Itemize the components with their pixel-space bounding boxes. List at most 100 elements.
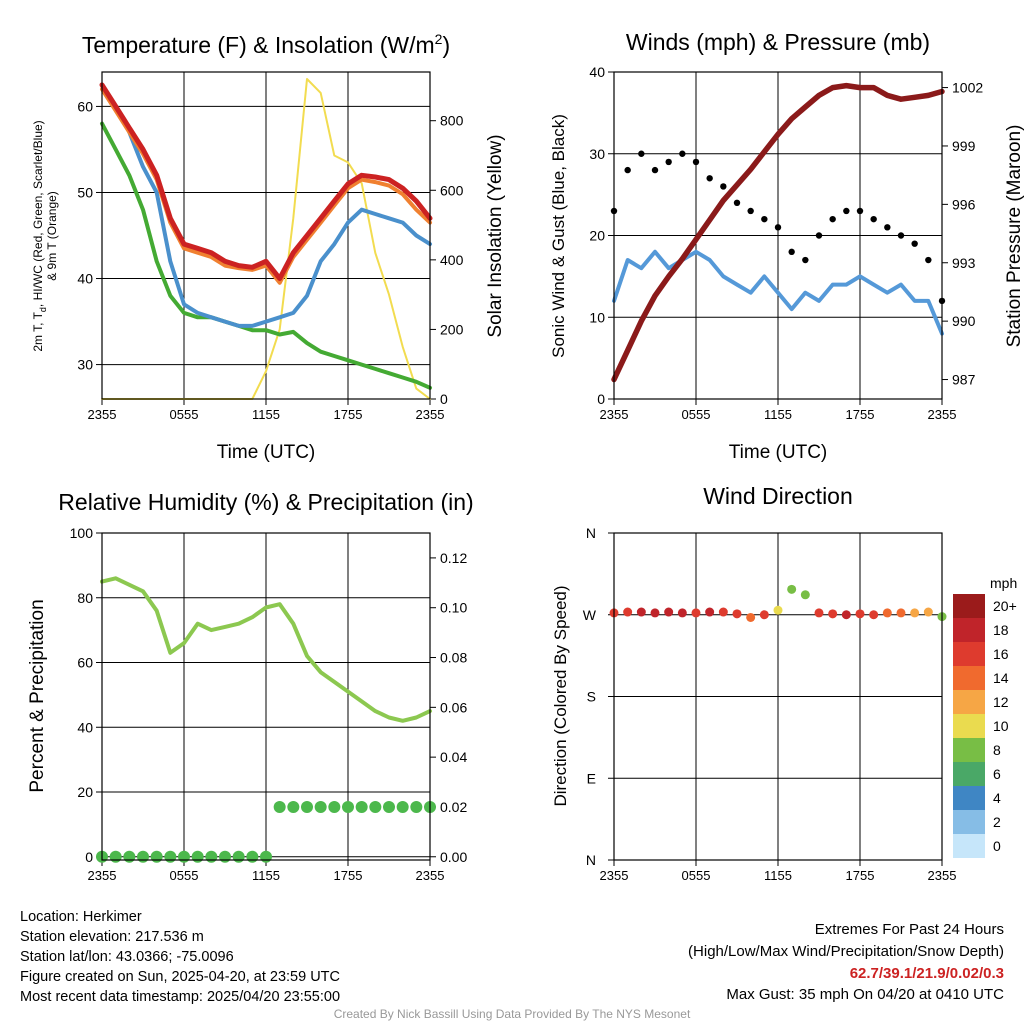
gust-marker [802,256,809,264]
solar-y2tick-label: 200 [440,321,464,337]
winds-xlabel: Time (UTC) [729,442,828,463]
direction-ytick-label: N [586,525,596,541]
precip-y2tick-label: 0.04 [440,749,467,765]
max-gust-text: Max Gust: 35 mph On 04/20 at 0410 UTC [726,986,1004,1003]
precip-marker [383,800,395,813]
pressure-ylabel: Station Pressure (Maroon) [1004,125,1024,348]
temperature-panel: Temperature (F) & Insolation (W/m2) 2m T… [31,31,506,463]
humidity-xtick-label: 2355 [88,868,117,883]
precip-marker [137,850,149,863]
direction-marker [773,605,783,615]
precip-y2tick-label: 0.12 [440,550,467,566]
direction-marker [882,608,892,618]
gust-marker [679,150,686,157]
humidity-xtick-label: 2355 [416,868,445,883]
gust-marker [624,166,631,174]
pressure-y2tick-label: 999 [952,138,976,154]
direction-marker [677,608,687,618]
elevation-text: Station elevation: 217.536 m [20,929,204,945]
precip-marker [328,800,341,813]
precip-marker [246,850,259,863]
direction-marker [664,607,674,617]
direction-title: Wind Direction [703,483,853,509]
colorbar-label: 16 [993,646,1009,662]
temperature-ytick-label: 60 [77,98,93,114]
precip-y2tick-label: 0.00 [440,849,467,865]
gust-marker [843,207,850,215]
humidity-ylabel: Percent & Precipitation [27,599,48,792]
pressure-y2tick-label: 993 [952,255,976,271]
precip-marker [273,800,286,813]
colorbar-label: 10 [993,718,1009,734]
gust-marker [925,256,932,264]
direction-xtick-label: 2355 [928,868,957,883]
direction-marker [650,608,660,618]
colorbar-swatch [953,690,985,714]
dewpoint-line [100,121,432,390]
humidity-ytick-label: 100 [70,525,94,541]
gust-marker [911,240,918,247]
precip-marker [342,800,354,813]
humidity-ytick-label: 0 [85,849,93,865]
gust-marker [829,215,836,223]
direction-marker [855,609,865,619]
colorbar-title: mph [990,575,1017,591]
direction-xtick-label: 1755 [846,868,875,883]
winds-xtick-label: 2355 [928,407,957,422]
direction-marker [869,610,879,620]
temperature-ytick-label: 30 [77,357,93,373]
direction-plot-border [613,532,943,861]
direction-marker [636,607,646,617]
precip-marker [150,850,163,863]
created-text: Figure created on Sun, 2025-04-20, at 23… [20,969,340,985]
temperature-line [99,82,433,281]
precip-marker [164,850,177,863]
temp-9m-line [127,130,432,328]
temperature-ytick-label: 40 [77,271,93,287]
colorbar-swatch [953,594,985,618]
solar-y2tick-label: 600 [440,182,464,198]
humidity-line [100,576,432,723]
temperature-ylabel-line1: 2m T, Td, HI/WC (Red, Green, Scarlet/Blu… [31,120,48,351]
precip-marker [178,850,190,863]
direction-ytick-label: N [586,852,596,868]
winds-ytick-label: 40 [589,64,605,80]
direction-ytick-label: E [587,770,596,786]
solar-ylabel: Solar Insolation (Yellow) [485,134,506,337]
winds-ytick-label: 20 [589,228,605,244]
gust-marker [665,158,672,166]
colorbar-label: 6 [993,766,1001,782]
precip-marker [232,850,245,863]
humidity-xtick-label: 1155 [252,868,280,883]
station-info: Location: Herkimer Station elevation: 21… [20,907,340,1007]
extremes-values: 62.7/39.1/21.9/0.02/0.3 [849,965,1004,982]
winds-xtick-label: 2355 [600,407,629,422]
direction-panel: Wind Direction Direction (Colored By Spe… [551,483,1017,883]
temperature-plot-border [101,71,431,400]
colorbar-swatch [953,642,985,666]
colorbar-label: 8 [993,742,1001,758]
direction-xtick-label: 2355 [600,868,629,883]
gust-marker [747,207,754,215]
temperature-xtick-label: 0555 [170,407,199,422]
pressure-y2tick-label: 996 [952,196,976,212]
precip-marker [301,800,313,813]
colorbar-swatch [953,762,985,786]
direction-marker [828,609,838,619]
direction-ytick-label: S [587,689,596,705]
colorbar-swatch [953,666,985,690]
extremes-title: Extremes For Past 24 Hours [814,921,1004,938]
colorbar-label: 18 [993,622,1009,638]
gust-marker [651,166,659,174]
credit-text: Created By Nick Bassill Using Data Provi… [333,1007,691,1021]
humidity-title: Relative Humidity (%) & Precipitation (i… [58,489,473,515]
precip-marker [123,850,136,863]
humidity-xtick-label: 1755 [334,868,363,883]
humidity-plot-border [101,532,431,861]
humidity-xtick-label: 0555 [170,868,199,883]
recent-data-text: Most recent data timestamp: 2025/04/20 2… [20,989,341,1005]
gust-marker [884,224,891,231]
temperature-xtick-label: 2355 [416,407,445,422]
gust-marker [788,248,795,256]
direction-marker [718,607,728,617]
